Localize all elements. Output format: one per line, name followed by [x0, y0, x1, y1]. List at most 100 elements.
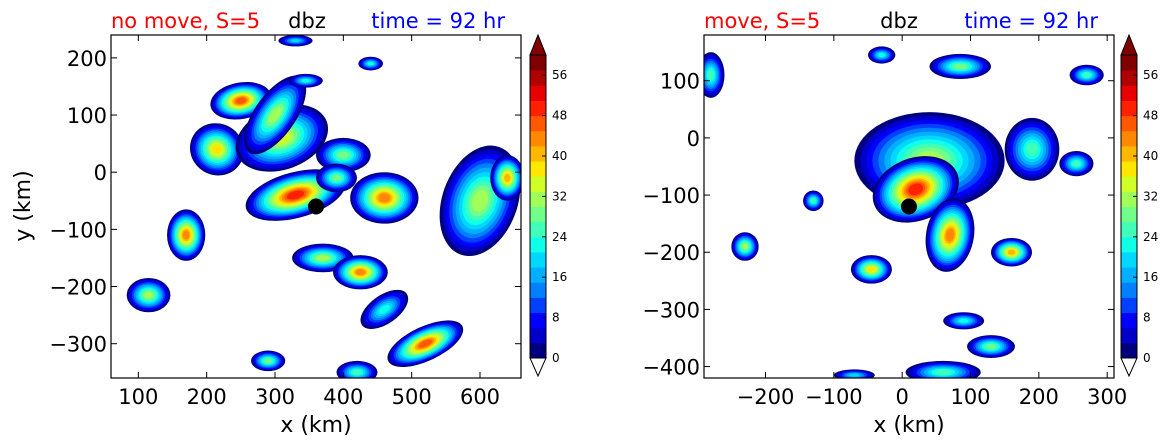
storm-cell [929, 53, 991, 80]
colorbar-swatch [1121, 236, 1137, 253]
colorbar-tick-label: 0 [552, 351, 560, 365]
storm-cell [943, 312, 985, 330]
storm-cell [991, 237, 1032, 267]
colorbar-swatches [529, 33, 547, 378]
colorbar-tick-label: 40 [1143, 149, 1158, 163]
colorbar-swatch [530, 297, 546, 314]
contour-level [378, 193, 391, 203]
colorbar-tick-label: 24 [1143, 230, 1158, 244]
storm-cell [350, 172, 419, 224]
contour-level [301, 79, 310, 83]
contour-level [378, 304, 390, 314]
right-xtick-label: 300 [1087, 385, 1127, 409]
contour-level [355, 269, 366, 276]
right-xtick-label: −200 [737, 385, 795, 409]
colorbar-swatch [1121, 327, 1137, 344]
contour-level [211, 144, 222, 155]
colorbar-swatch [530, 312, 546, 329]
storm-cell [1004, 117, 1060, 181]
storm-cell [243, 75, 307, 155]
colorbar-swatch [1121, 161, 1137, 177]
right-ytick-label: −200 [642, 241, 700, 265]
colorbar-swatch [1121, 70, 1137, 86]
left-title-right: time = 92 hr [371, 9, 505, 33]
storm-cell [387, 320, 464, 367]
colorbar-swatch [530, 176, 546, 192]
colorbar-swatch [1121, 130, 1137, 147]
storm-cell [967, 335, 1015, 358]
left-xtick-label: 500 [392, 385, 432, 409]
colorbar-tick-label: 48 [552, 109, 567, 123]
left-ytick-label: −100 [49, 218, 107, 242]
storm-cell [833, 369, 875, 378]
colorbar-extend-max [529, 33, 547, 56]
colorbar-frame [1120, 54, 1138, 359]
contour-level [264, 358, 272, 363]
right-xtick-label: −100 [805, 385, 863, 409]
colorbar-tick-label: 8 [552, 311, 560, 325]
colorbar-frame [529, 54, 547, 359]
colorbar-swatch [530, 221, 546, 238]
colorbar-swatch [530, 85, 546, 101]
colorbar-tick-label: 56 [1143, 68, 1158, 82]
colorbar-tick-label: 32 [1143, 189, 1158, 203]
storm-cell [336, 360, 378, 378]
right-axes-frame [703, 34, 1115, 379]
left-y-axis-label: y (km) [11, 170, 36, 241]
right-contour-cells [704, 46, 1104, 378]
colorbar-tick-label: 56 [552, 68, 567, 82]
left-x-axis-label: x (km) [280, 413, 351, 438]
colorbar-swatch [1121, 312, 1137, 329]
colorbar-swatch [530, 70, 546, 86]
right-title-mid: dbz [880, 9, 918, 33]
storm-cell [333, 255, 388, 290]
contour-level [878, 53, 885, 57]
colorbar-swatch [530, 100, 546, 117]
storm-cell [251, 350, 286, 372]
right-ytick-label: −100 [642, 184, 700, 208]
right-ytick-label: 100 [660, 70, 700, 94]
contour-level [316, 255, 329, 261]
colorbar-swatch [1121, 55, 1137, 71]
right-tick-marks [704, 35, 1114, 378]
contour-level [1072, 160, 1081, 167]
contour-level [958, 318, 969, 323]
contour-level [934, 369, 952, 375]
colorbar-tick-label: 32 [552, 189, 567, 203]
storm-cell [704, 52, 725, 98]
colorbar-swatch [530, 236, 546, 253]
colorbar-tick-label: 16 [1143, 270, 1158, 284]
contour-level [352, 369, 362, 375]
right-colorbar: 0 8 16 24 32 40 48 56 [1120, 33, 1158, 378]
storm-cell [490, 155, 521, 201]
colorbar-swatch [530, 267, 546, 283]
colorbar-swatch [1121, 191, 1137, 207]
right-xtick-label: 0 [895, 385, 908, 409]
contour-level [1007, 249, 1016, 255]
colorbar-swatch [1121, 251, 1137, 268]
storm-cell [925, 198, 975, 272]
right-x-ticks: −200 −100 0 100 200 300 [737, 385, 1128, 409]
left-title-left: no move, S=5 [111, 9, 260, 33]
contour-level [986, 344, 996, 349]
storm-cell [1069, 64, 1104, 86]
storm-cell [167, 209, 206, 261]
contour-level [742, 243, 748, 250]
left-colorbar: 0 8 16 24 32 40 48 56 [529, 33, 567, 378]
left-ytick-label: 100 [67, 104, 107, 128]
colorbar-swatch [1121, 342, 1137, 359]
contour-level [471, 189, 489, 212]
contour-level [1026, 142, 1038, 157]
colorbar-swatch [530, 342, 546, 359]
left-ytick-label: −300 [49, 333, 107, 357]
contour-level [945, 228, 955, 242]
storm-cell [868, 46, 896, 64]
colorbar-tick-label: 8 [1143, 311, 1151, 325]
contour-level [291, 39, 300, 43]
storm-cell [210, 81, 272, 120]
left-xtick-label: 200 [187, 385, 227, 409]
colorbar-swatch [1121, 267, 1137, 283]
storm-cell [278, 35, 313, 47]
colorbar-swatch [530, 145, 546, 162]
